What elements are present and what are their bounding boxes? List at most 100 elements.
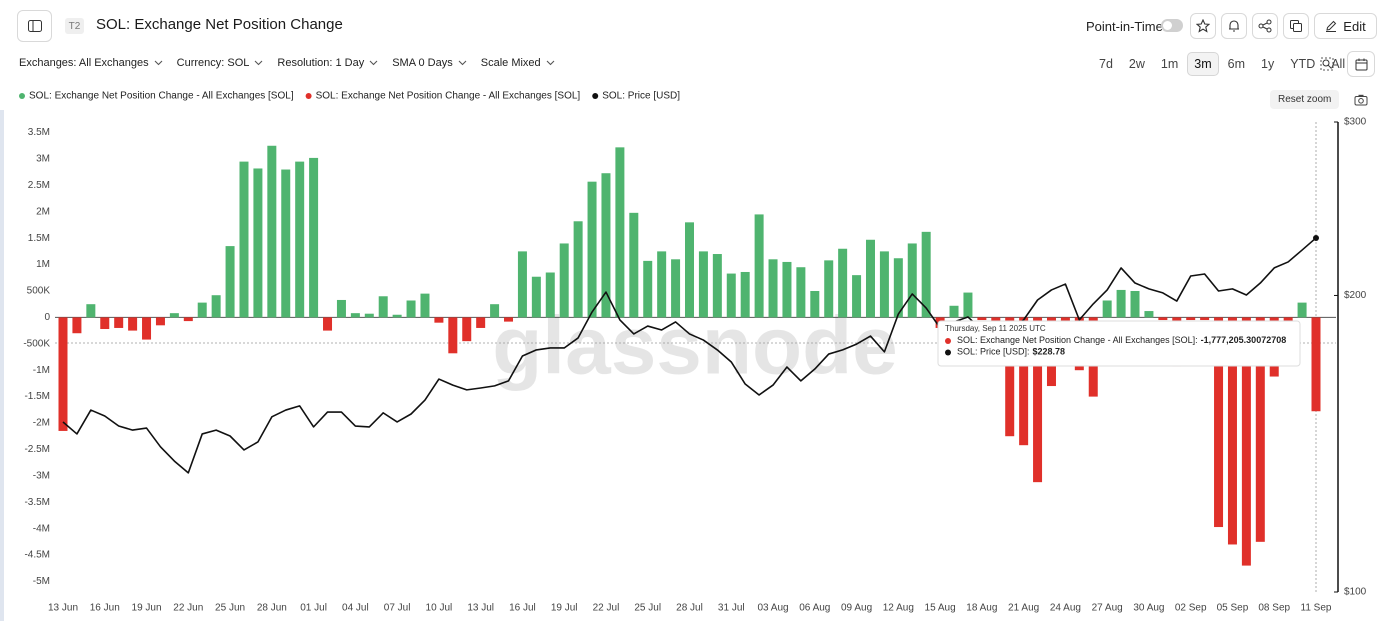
filter-label: Exchanges: All Exchanges	[19, 57, 149, 69]
share-button[interactable]	[1252, 13, 1278, 39]
bar	[350, 313, 360, 318]
bar	[1019, 317, 1029, 446]
bar	[545, 272, 555, 318]
sidebar-button[interactable]	[17, 10, 52, 42]
filter-dropdown[interactable]: Currency: SOL	[177, 57, 264, 69]
bar	[573, 221, 583, 318]
calendar-button[interactable]	[1347, 51, 1375, 77]
chevron	[458, 60, 467, 66]
bar	[448, 317, 458, 354]
y-tick-label: -2M	[33, 418, 50, 429]
point-in-time-label: Point-in-Time	[1086, 19, 1163, 34]
y-tick-label: 500K	[27, 286, 51, 297]
price-line	[62, 237, 1317, 474]
tooltip-value: -1,777,205.30072708	[1201, 335, 1287, 345]
filter-dropdown[interactable]: Resolution: 1 Day	[277, 57, 378, 69]
filter-dropdown[interactable]: Scale Mixed	[481, 57, 555, 69]
tooltip-label: SOL: Exchange Net Position Change - All …	[957, 335, 1198, 345]
tooltip-row: SOL: Exchange Net Position Change - All …	[957, 335, 1286, 345]
bar	[615, 147, 625, 318]
bar	[1033, 317, 1043, 483]
bar	[434, 317, 444, 323]
x-tick-label: 27 Aug	[1092, 603, 1123, 614]
bar	[782, 261, 792, 318]
range-button[interactable]: 7d	[1099, 57, 1113, 71]
y-tick-label: 3M	[36, 154, 50, 165]
x-tick-label: 07 Jul	[384, 603, 411, 614]
y-tick-label: 1.5M	[28, 233, 50, 244]
y-tick-label: 3.5M	[28, 127, 50, 138]
bar	[142, 317, 152, 340]
bar	[796, 267, 806, 318]
alert-button[interactable]	[1221, 13, 1247, 39]
x-tick-label: 12 Aug	[883, 603, 914, 614]
bar	[1186, 317, 1196, 321]
point-in-time-toggle[interactable]	[1161, 19, 1183, 32]
bar	[838, 248, 848, 318]
bar	[183, 317, 193, 322]
bar	[1060, 317, 1070, 323]
bar	[169, 313, 179, 318]
y-tick-label: -3M	[33, 470, 50, 481]
tooltip-marker	[945, 349, 951, 356]
x-tick-label: 31 Jul	[718, 603, 745, 614]
bar	[1227, 317, 1237, 545]
x-tick-label: 03 Aug	[757, 603, 788, 614]
zoom-icon[interactable]	[1320, 57, 1334, 71]
x-tick-label: 18 Aug	[966, 603, 997, 614]
x-tick-label: 15 Aug	[925, 603, 956, 614]
title: SOL: Exchange Net Position Change	[96, 16, 343, 33]
y2-tick-label: $200	[1344, 290, 1367, 301]
bar	[601, 173, 611, 318]
filter-dropdown[interactable]: Exchanges: All Exchanges	[19, 57, 163, 69]
range-button[interactable]: 3m	[1187, 52, 1219, 76]
bar	[810, 290, 820, 318]
legend-label: SOL: Price [USD]	[602, 91, 680, 102]
x-tick-label: 09 Aug	[841, 603, 872, 614]
bar	[740, 271, 750, 318]
bar	[225, 246, 235, 318]
bar	[1255, 317, 1265, 542]
range-button[interactable]: 1y	[1261, 57, 1275, 71]
copy-button[interactable]	[1283, 13, 1309, 39]
bar	[336, 299, 346, 318]
reset-zoom[interactable]: Reset zoom	[1270, 90, 1340, 109]
tooltip-date: Thursday, Sep 11 2025 UTC	[945, 324, 1046, 333]
bar	[100, 317, 110, 330]
edit-button[interactable]: Edit	[1314, 13, 1377, 39]
bar	[893, 258, 903, 318]
bar	[852, 275, 862, 318]
x-tick-label: 16 Jun	[90, 603, 120, 614]
y2-tick-label: $300	[1344, 117, 1367, 128]
range-button[interactable]: All	[1331, 57, 1346, 71]
bar	[865, 239, 875, 318]
bar	[1200, 317, 1210, 321]
camera-icon[interactable]	[1354, 94, 1368, 106]
bar	[128, 317, 138, 331]
star-button[interactable]	[1190, 13, 1216, 39]
range-button[interactable]: 2w	[1128, 57, 1145, 71]
bar	[991, 317, 1001, 323]
bar	[72, 317, 82, 334]
y-tick-label: -500K	[23, 338, 50, 349]
range-button[interactable]: 6m	[1227, 57, 1246, 71]
bar	[1297, 302, 1307, 318]
x-tick-label: 25 Jun	[215, 603, 245, 614]
plot: 3.5M 3M 2.5M 2M 1.5M 1M 500K 0 -500K -1M -1.5M -2M -…	[19, 91, 1367, 614]
bar	[643, 260, 653, 318]
bar	[253, 168, 263, 318]
y-tick-label: -4M	[33, 523, 50, 534]
range-button[interactable]: 1m	[1160, 57, 1179, 71]
y-tick-label: 0	[44, 312, 50, 323]
bar	[921, 231, 931, 318]
filter-dropdown[interactable]: SMA 0 Days	[392, 57, 467, 69]
range-button[interactable]: YTD	[1290, 57, 1316, 71]
x-tick-label: 02 Sep	[1175, 603, 1207, 614]
bar	[698, 251, 708, 318]
range-buttons: 7d 2w 1m 3m 6m 1y YTD All	[1092, 52, 1352, 76]
calendar-icon	[1355, 58, 1367, 70]
bar	[1158, 317, 1168, 321]
bar	[462, 317, 472, 342]
